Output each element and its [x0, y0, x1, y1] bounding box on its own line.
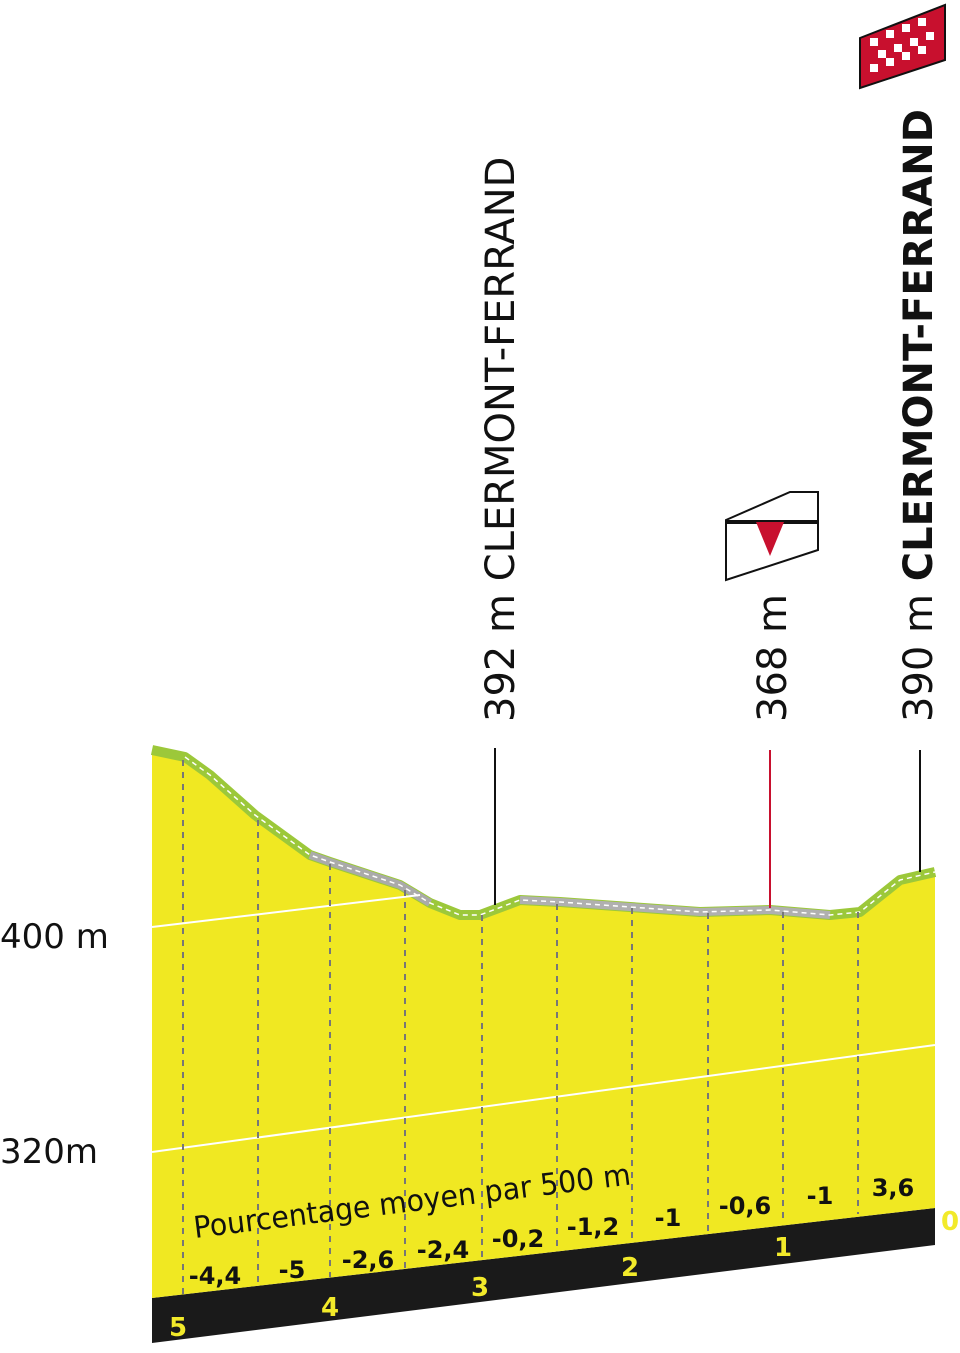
altitude-line: [151, 894, 421, 928]
profile-area: [152, 750, 935, 1298]
gradient-label: -2,6: [342, 1246, 394, 1274]
base-band: [152, 1208, 935, 1343]
axis-label: 400 m: [0, 917, 109, 957]
gradient-label: -5: [279, 1256, 306, 1284]
km-label: 3: [471, 1273, 489, 1303]
km-label: 0: [941, 1207, 959, 1237]
gradient-label: -0,2: [492, 1225, 544, 1253]
gradient-label: -2,4: [417, 1236, 469, 1264]
gradient-label: -1,2: [567, 1213, 619, 1241]
finish-flag: [859, 3, 946, 90]
gradient-label: -1: [807, 1182, 834, 1210]
place: CLERMONT-FERRAND: [478, 157, 524, 582]
altitude: 368 m: [750, 594, 796, 722]
km-label: 4: [321, 1293, 339, 1323]
km-label: 1: [774, 1233, 792, 1263]
marker-label: 390 m CLERMONT-FERRAND: [896, 109, 942, 722]
altitude: 390 m: [896, 594, 942, 722]
profile-dash: [184, 756, 936, 916]
marker-label: 392 m CLERMONT-FERRAND: [478, 157, 524, 722]
km-label: 5: [169, 1313, 187, 1343]
gradient-label: 3,6: [872, 1174, 915, 1202]
place: CLERMONT-FERRAND: [896, 109, 942, 581]
km-label: 2: [621, 1253, 639, 1283]
altitude: 392 m: [478, 594, 524, 722]
axis-label: 320m: [0, 1132, 98, 1172]
altitude-line: [151, 1044, 936, 1153]
gradient-label: -4,4: [189, 1262, 241, 1290]
gradient-label: -1: [655, 1204, 682, 1232]
sprint-icon: [725, 491, 819, 582]
profile-edge: [150, 745, 937, 920]
km-dividers: [182, 760, 859, 1295]
marker-label: 368 m: [750, 594, 796, 722]
profile-edge-gray: [519, 896, 831, 919]
gradient-label: -0,6: [719, 1192, 771, 1220]
